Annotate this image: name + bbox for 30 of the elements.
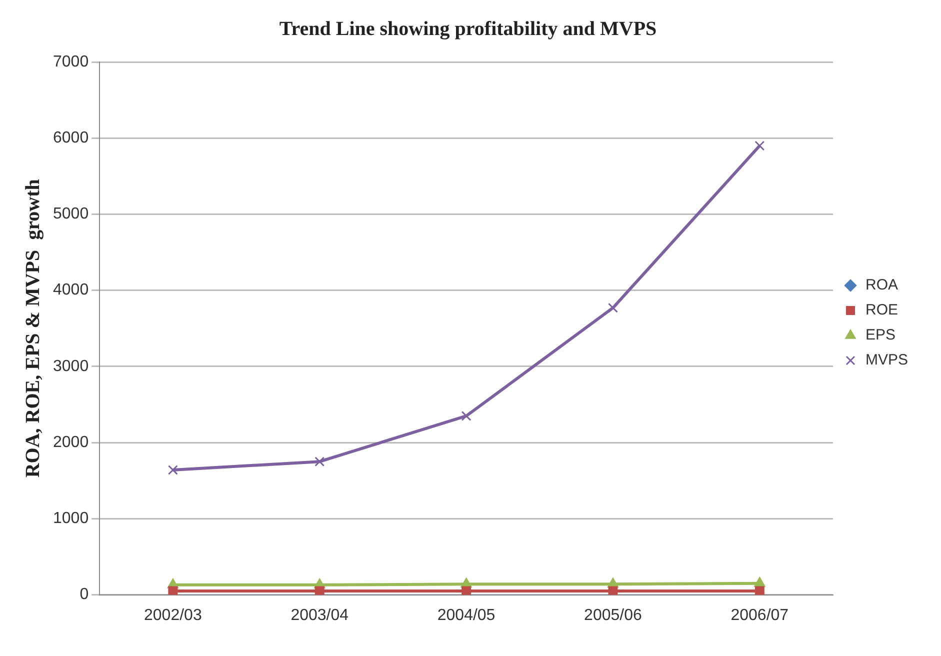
point xyxy=(754,586,764,595)
x-tick-label: 2003/04 xyxy=(290,606,349,624)
y-tick-label: 7000 xyxy=(53,53,89,70)
point xyxy=(461,410,472,421)
y-tick-label: 5000 xyxy=(53,206,89,223)
point xyxy=(608,586,618,595)
point xyxy=(754,576,766,587)
y-tick-label: 0 xyxy=(80,586,89,604)
legend-label: MVPS xyxy=(865,352,908,369)
point xyxy=(168,586,178,595)
legend-label: EPS xyxy=(865,326,896,344)
point xyxy=(314,586,324,595)
y-axis-title: ROA, ROE, EPS & MVPS growth xyxy=(22,179,44,478)
point xyxy=(754,140,765,151)
y-tick-label: 2000 xyxy=(53,434,89,451)
legend-label: ROE xyxy=(865,302,898,319)
x-tick-label: 2004/05 xyxy=(437,606,496,624)
point xyxy=(608,302,618,313)
point xyxy=(462,586,472,595)
legend-label: ROA xyxy=(865,276,898,294)
point xyxy=(168,464,178,475)
point xyxy=(314,456,325,467)
x-tick-label: 2005/06 xyxy=(584,606,642,624)
chart-title: Trend Line showing profitability and MVPS xyxy=(279,18,657,40)
y-tick-label: 1000 xyxy=(53,510,89,528)
y-tick-label: 4000 xyxy=(53,282,89,299)
x-tick-label: 2002/03 xyxy=(144,606,202,624)
y-tick-label: 3000 xyxy=(53,358,89,375)
y-tick-label: 6000 xyxy=(53,130,89,147)
x-tick-label: 2006/07 xyxy=(730,606,789,624)
